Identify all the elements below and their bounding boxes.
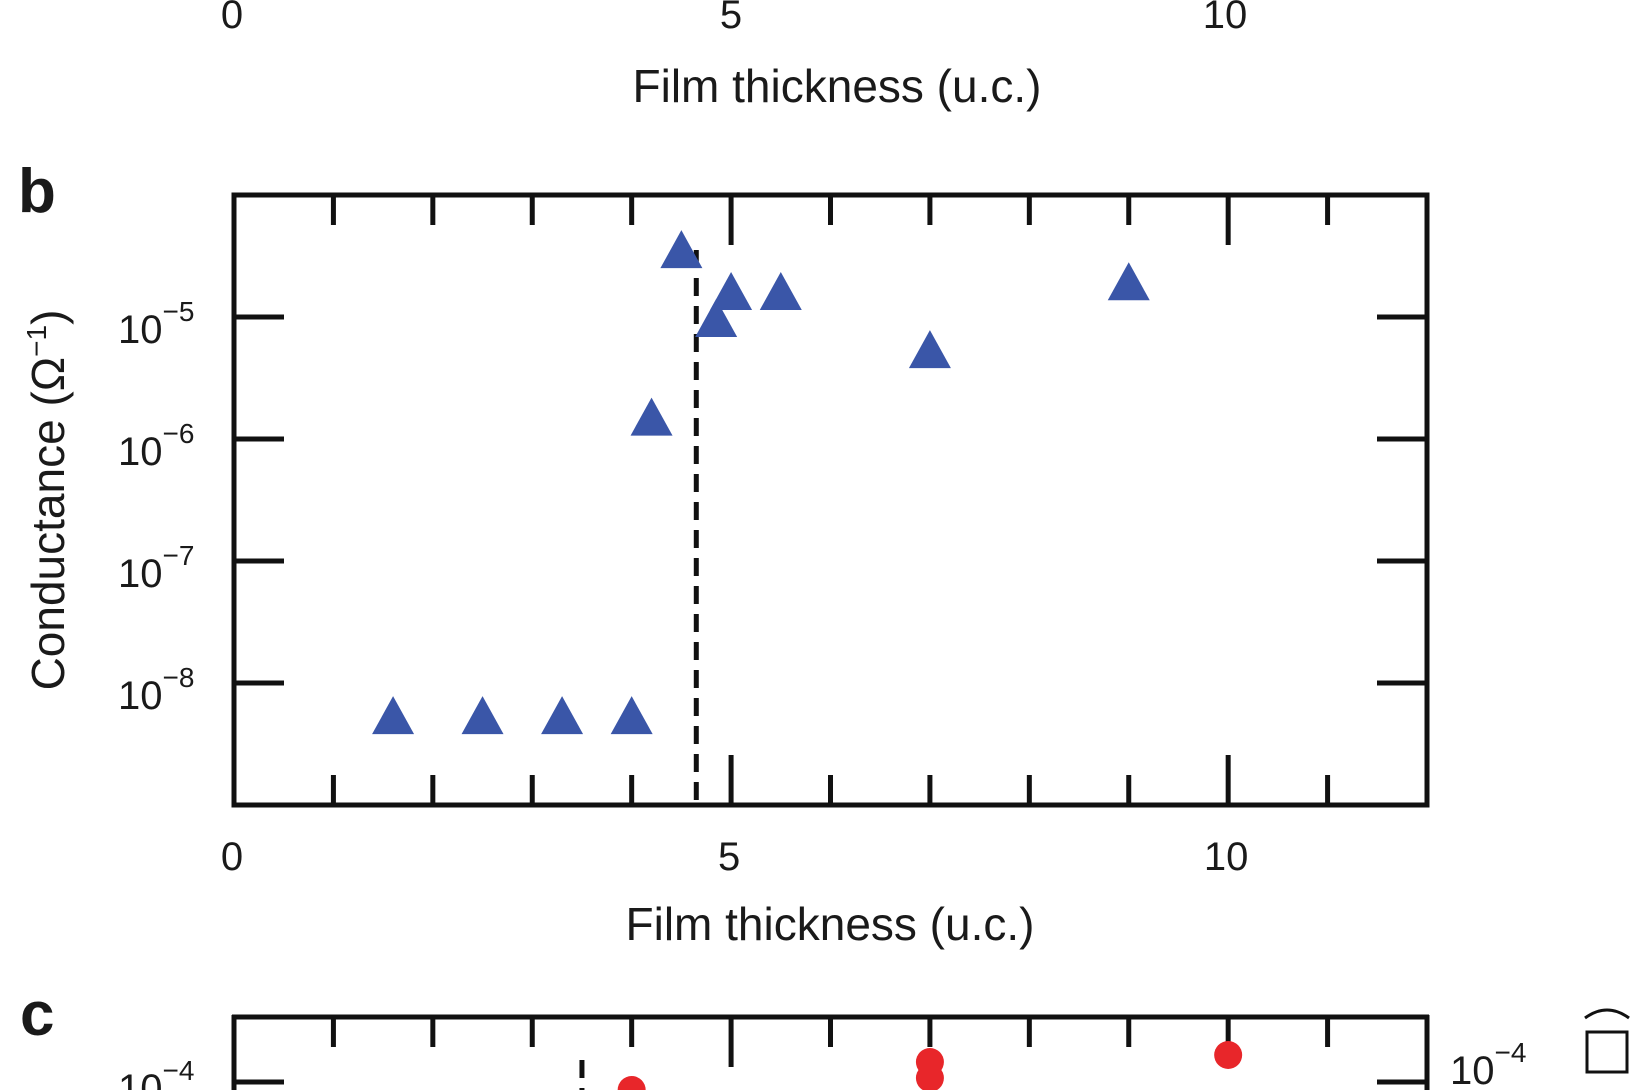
triangle-marker xyxy=(541,696,584,735)
y-tick-label: 10−8 xyxy=(118,662,194,718)
panel-c-circle-marker xyxy=(617,1076,646,1090)
panel-c-right-y-tick: 10−4 xyxy=(1450,1037,1526,1090)
triangle-marker xyxy=(710,271,753,310)
y-tick-label: 10−7 xyxy=(118,540,194,596)
triangle-marker xyxy=(759,271,802,310)
x-tick-label: 0 xyxy=(221,835,243,879)
panel-b-letter: b xyxy=(18,157,56,226)
triangle-marker xyxy=(908,330,951,369)
triangle-marker xyxy=(372,696,415,735)
triangle-marker xyxy=(1107,262,1150,301)
y-axis-title-main: Conductance (Ω xyxy=(22,357,74,691)
panel-a-x-tick-5: 5 xyxy=(720,0,742,37)
triangle-marker xyxy=(461,696,504,735)
panel-c-ticks xyxy=(234,1017,1427,1085)
panel-a-x-tick-10: 10 xyxy=(1203,0,1248,37)
panel-c-right-axis-title-fragment xyxy=(1585,1030,1629,1074)
panel-b-x-tick-labels: 0 5 10 xyxy=(221,835,1249,879)
panel-b-plot-frame xyxy=(231,192,1430,808)
x-tick-label: 5 xyxy=(718,835,740,879)
y-tick-label: 10−6 xyxy=(118,418,194,474)
y-axis-title-exp: −1 xyxy=(21,325,52,357)
panel-c-right-axis-paren xyxy=(1584,1008,1630,1020)
triangle-marker xyxy=(660,230,703,269)
panel-c-partial: c 10−4 10−4 xyxy=(20,980,1630,1090)
panel-b-x-axis-title: Film thickness (u.c.) xyxy=(626,898,1035,950)
x-tick-label: 10 xyxy=(1204,835,1249,879)
panel-c-left-y-tick: 10−4 xyxy=(118,1055,194,1090)
panel-c-circle-marker xyxy=(1214,1041,1243,1069)
panel-c-circle-marker xyxy=(915,1064,944,1090)
panel-c-letter: c xyxy=(20,980,54,1049)
panel-c-data-points xyxy=(617,1041,1243,1090)
panel-a-partial: 0 5 10 Film thickness (u.c.) xyxy=(221,0,1247,112)
triangle-marker xyxy=(610,696,653,735)
y-axis-title-close: ) xyxy=(22,310,74,325)
y-tick-label: 10−5 xyxy=(118,296,194,352)
panel-a-x-tick-0: 0 xyxy=(221,0,243,37)
triangle-marker xyxy=(695,299,738,338)
panel-b-ticks xyxy=(234,195,1427,805)
panel-a-x-axis-title: Film thickness (u.c.) xyxy=(633,60,1042,112)
panel-b-data-points xyxy=(372,230,1150,735)
panel-b: b 0 5 10 10−5 10−6 10−7 10−8 Film thickness (… xyxy=(18,157,1430,950)
panel-b-y-tick-labels: 10−5 10−6 10−7 10−8 xyxy=(118,296,194,718)
panel-b-y-axis-title: Conductance (Ω−1) xyxy=(21,310,74,691)
triangle-marker xyxy=(630,397,673,436)
